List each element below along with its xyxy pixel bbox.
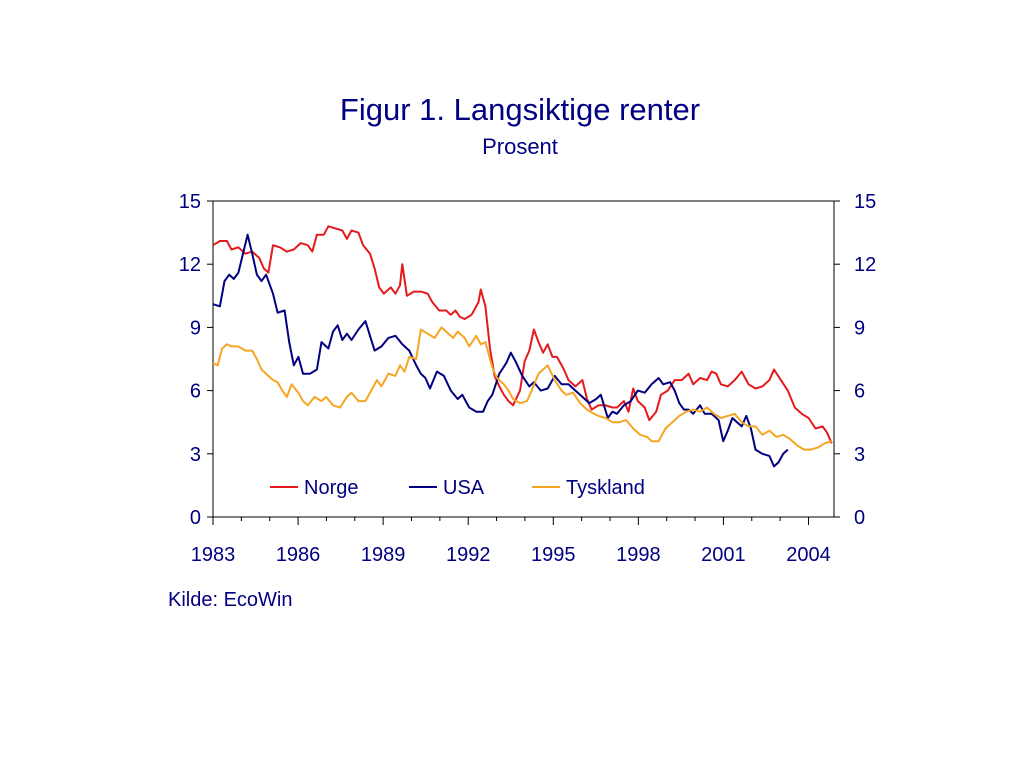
x-tick-label: 1992 [446,544,491,566]
y-tick-label-right: 6 [854,381,865,403]
series-lines [212,225,833,468]
x-tick-label: 1983 [191,544,236,566]
y-tick-label-left: 3 [190,444,201,466]
chart-title: Figur 1. Langsiktige renter [339,92,701,127]
chart-axes: 0 0 3 3 6 6 9 9 12 12 15 15 1983 1986 1989 1992 1995 1998… [179,191,877,566]
y-tick-label-right: 12 [854,254,876,276]
series-line-tyskland [212,326,832,451]
y-tick-label-right: 9 [854,317,865,339]
y-tick-label-left: 15 [179,191,201,213]
legend-label-norge: Norge [304,477,358,499]
chart-legend: Norge USA Tyskland [270,477,645,499]
legend-label-tyskland: Tyskland [566,477,645,499]
y-tick-label-right: 3 [854,444,865,466]
y-tick-label-left: 12 [179,254,201,276]
x-tick-label: 1989 [361,544,406,566]
x-tick-label: 1995 [531,544,576,566]
y-tick-label-left: 6 [190,381,201,403]
x-tick-label: 1998 [616,544,661,566]
legend-label-usa: USA [443,477,485,499]
y-tick-label-left: 9 [190,317,201,339]
y-tick-label-right: 0 [854,507,865,529]
y-tick-label-left: 0 [190,507,201,529]
plot-frame [212,200,835,518]
x-tick-label: 1986 [276,544,321,566]
x-tick-label: 2001 [701,544,746,566]
y-tick-label-right: 15 [854,191,876,213]
chart-subtitle: Prosent [482,134,558,159]
series-line-norge [212,225,833,444]
x-tick-label: 2004 [786,544,831,566]
series-line-usa [212,233,789,468]
source-note: Kilde: EcoWin [168,589,293,611]
